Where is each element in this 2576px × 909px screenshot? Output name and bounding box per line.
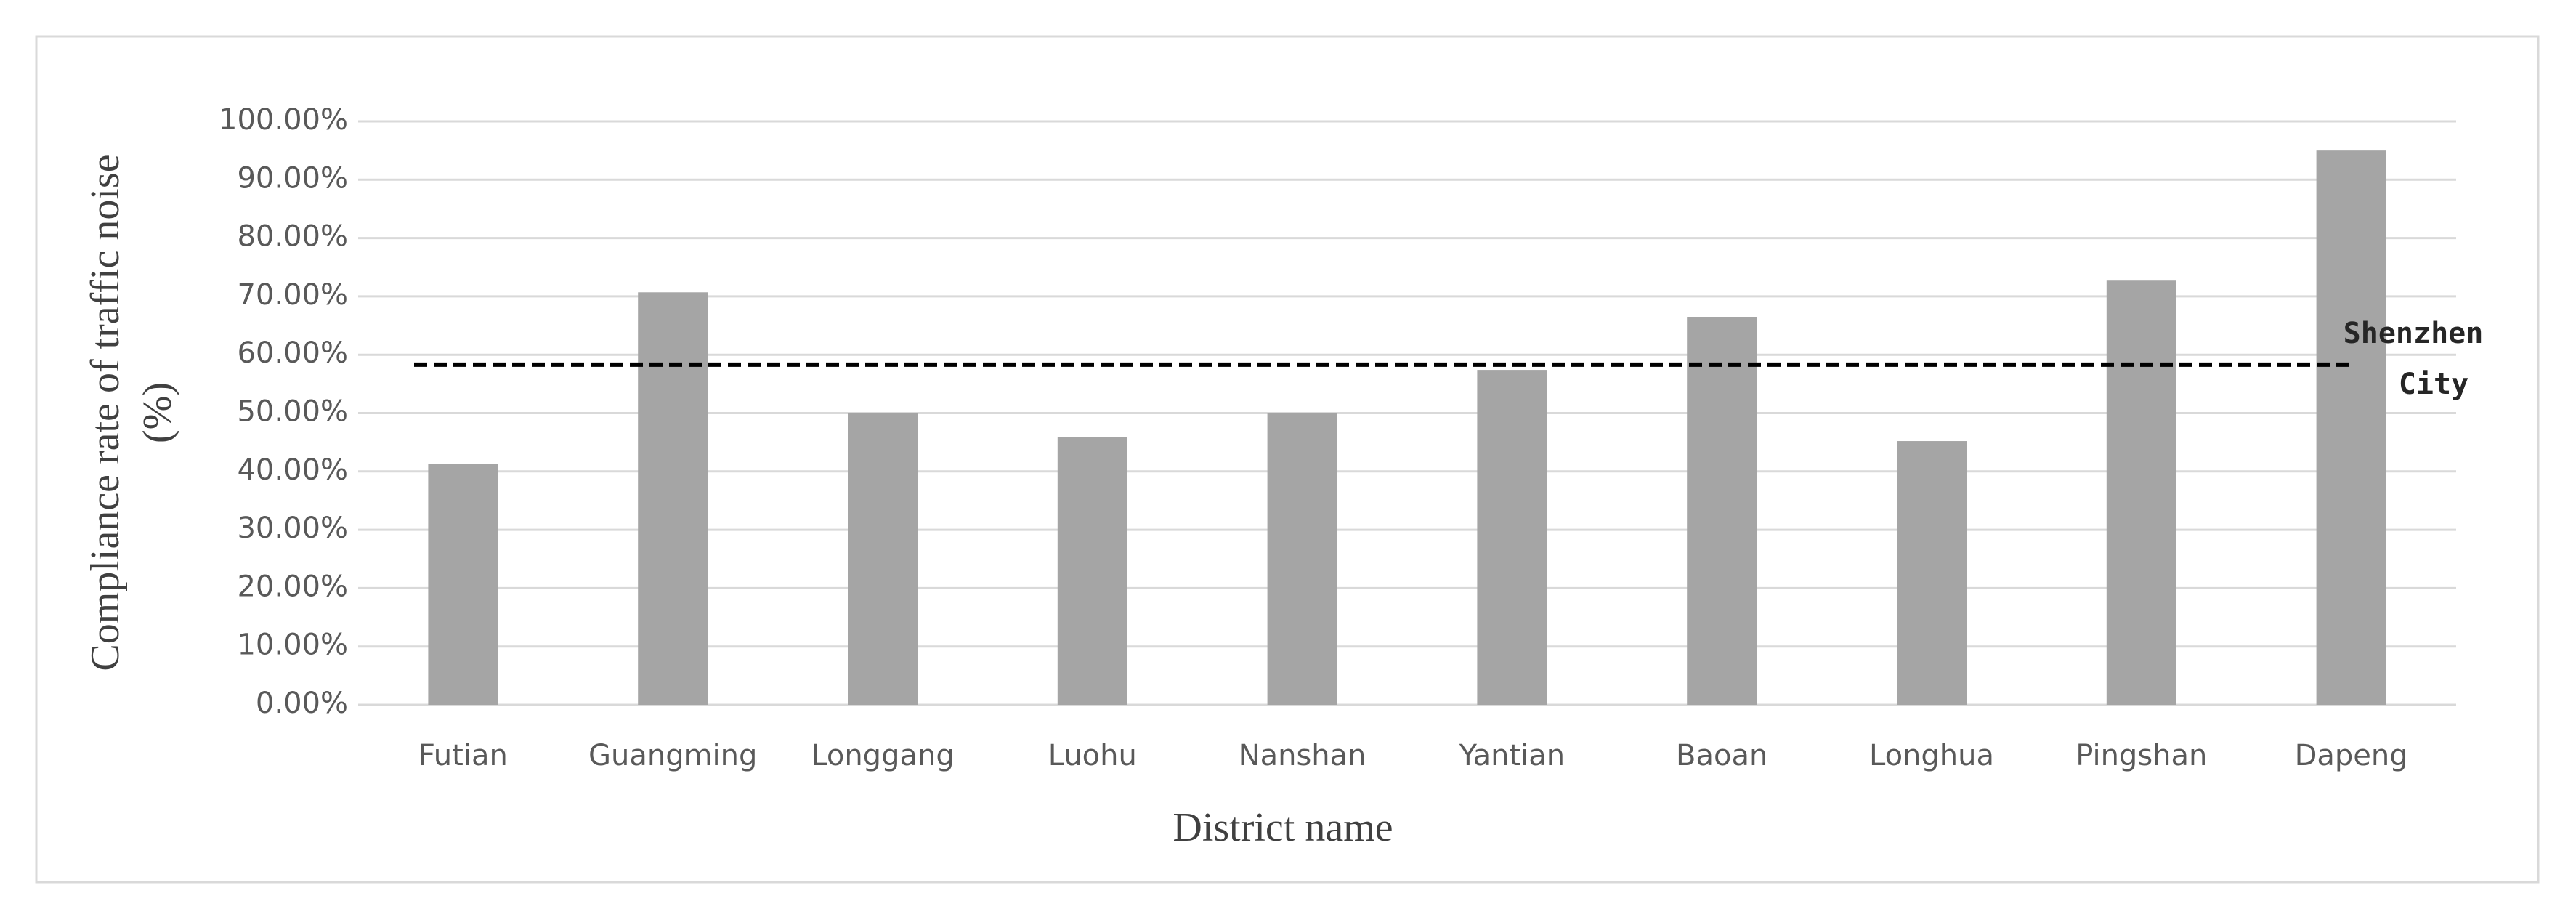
y-tick-label: 50.00% (237, 395, 348, 429)
x-tick-label: Longgang (811, 739, 954, 772)
bar (638, 292, 708, 705)
x-axis-title: District name (1172, 805, 1393, 850)
x-tick-label: Luohu (1048, 739, 1137, 772)
x-tick-label: Longhua (1869, 739, 1994, 772)
y-tick-label: 60.00% (237, 336, 348, 370)
reference-label: Shenzhen (2344, 317, 2484, 350)
bar (2316, 150, 2386, 705)
y-tick-label: 0.00% (256, 687, 348, 720)
y-axis-title: (%) (135, 382, 180, 443)
bar (1477, 370, 1547, 705)
y-tick-label: 10.00% (237, 629, 348, 662)
x-tick-label: Baoan (1676, 739, 1767, 772)
y-tick-label: 20.00% (237, 570, 348, 603)
y-tick-label: 90.00% (237, 161, 348, 195)
bar (1897, 441, 1967, 705)
x-tick-label: Yantian (1459, 739, 1565, 772)
y-tick-label: 30.00% (237, 512, 348, 545)
bar (428, 464, 498, 705)
y-tick-label: 40.00% (237, 453, 348, 487)
x-tick-label: Guangming (588, 739, 757, 772)
y-tick-label: 100.00% (219, 103, 348, 137)
bar (1057, 437, 1127, 705)
reference-label: City (2399, 368, 2468, 401)
bar (848, 413, 918, 705)
bar (1687, 317, 1757, 705)
y-tick-label: 80.00% (237, 220, 348, 254)
bar (1267, 413, 1337, 705)
y-axis-title: Compliance rate of traffic noise (83, 154, 128, 671)
bar (2106, 280, 2176, 705)
x-tick-label: Nanshan (1239, 739, 1366, 772)
x-tick-label: Pingshan (2075, 739, 2207, 772)
x-tick-label: Dapeng (2295, 739, 2408, 772)
x-tick-label: Futian (418, 739, 508, 772)
y-tick-label: 70.00% (237, 278, 348, 312)
